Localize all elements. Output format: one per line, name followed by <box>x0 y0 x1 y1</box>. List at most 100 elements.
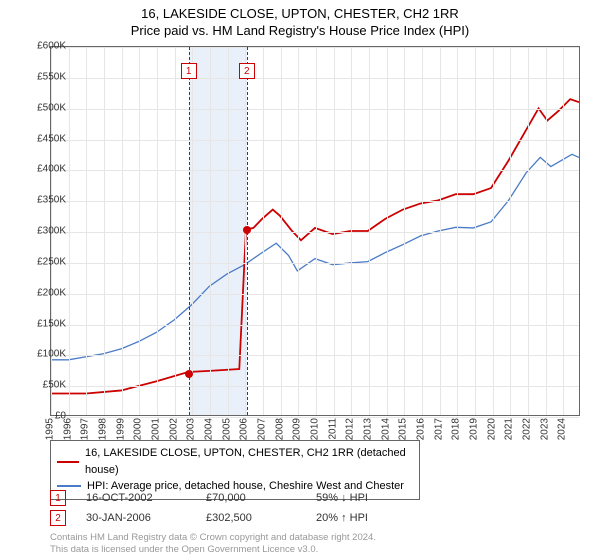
sale-date: 30-JAN-2006 <box>86 512 206 524</box>
title-address: 16, LAKESIDE CLOSE, UPTON, CHESTER, CH2 … <box>0 6 600 21</box>
y-axis-tick-label: £50K <box>43 380 66 391</box>
x-axis-tick-label: 2006 <box>239 418 250 440</box>
gridline-h <box>51 355 579 356</box>
gridline-v <box>422 47 423 415</box>
x-axis-tick-label: 2023 <box>539 418 550 440</box>
x-axis-tick-label: 2014 <box>380 418 391 440</box>
gridline-v <box>263 47 264 415</box>
gridline-v <box>86 47 87 415</box>
x-axis-tick-label: 2024 <box>557 418 568 440</box>
gridline-v <box>298 47 299 415</box>
gridline-v <box>316 47 317 415</box>
sale-vline <box>189 47 190 415</box>
legend-swatch <box>57 461 79 463</box>
gridline-v <box>281 47 282 415</box>
gridline-h <box>51 47 579 48</box>
x-axis-tick-label: 2013 <box>363 418 374 440</box>
footer-line: Contains HM Land Registry data © Crown c… <box>50 532 376 544</box>
gridline-v <box>563 47 564 415</box>
gridline-h <box>51 140 579 141</box>
gridline-v <box>510 47 511 415</box>
x-axis-tick-label: 1997 <box>80 418 91 440</box>
chart-container: 16, LAKESIDE CLOSE, UPTON, CHESTER, CH2 … <box>0 0 600 560</box>
gridline-v <box>210 47 211 415</box>
footer-attribution: Contains HM Land Registry data © Crown c… <box>50 532 376 557</box>
gridline-v <box>457 47 458 415</box>
gridline-h <box>51 263 579 264</box>
sale-dot-icon <box>185 370 193 378</box>
gridline-v <box>546 47 547 415</box>
x-axis-tick-label: 2017 <box>433 418 444 440</box>
x-axis-tick-label: 1996 <box>62 418 73 440</box>
x-axis-tick-label: 2005 <box>221 418 232 440</box>
sale-price: £70,000 <box>206 492 316 504</box>
sale-marker-icon: 2 <box>50 510 66 526</box>
y-axis-tick-label: £200K <box>37 287 66 298</box>
y-axis-tick-label: £300K <box>37 226 66 237</box>
x-axis-tick-label: 2020 <box>486 418 497 440</box>
sale-dot-icon <box>243 226 251 234</box>
gridline-v <box>528 47 529 415</box>
gridline-v <box>122 47 123 415</box>
gridline-v <box>404 47 405 415</box>
gridline-v <box>192 47 193 415</box>
x-axis-tick-label: 2022 <box>522 418 533 440</box>
y-axis-tick-label: £350K <box>37 195 66 206</box>
y-axis-tick-label: £150K <box>37 318 66 329</box>
gridline-h <box>51 109 579 110</box>
x-axis-tick-label: 1998 <box>98 418 109 440</box>
x-axis-tick-label: 2021 <box>504 418 515 440</box>
gridline-h <box>51 201 579 202</box>
y-axis-tick-label: £250K <box>37 256 66 267</box>
x-axis-tick-label: 2007 <box>257 418 268 440</box>
legend-label: 16, LAKESIDE CLOSE, UPTON, CHESTER, CH2 … <box>85 445 413 478</box>
gridline-v <box>440 47 441 415</box>
sale-hpi-delta: 59% ↓ HPI <box>316 492 416 504</box>
x-axis-tick-label: 2000 <box>133 418 144 440</box>
gridline-v <box>157 47 158 415</box>
x-axis-tick-label: 1999 <box>115 418 126 440</box>
gridline-v <box>351 47 352 415</box>
table-row: 1 16-OCT-2002 £70,000 59% ↓ HPI <box>50 488 416 508</box>
gridline-v <box>228 47 229 415</box>
sale-marker-icon: 1 <box>50 490 66 506</box>
table-row: 2 30-JAN-2006 £302,500 20% ↑ HPI <box>50 508 416 528</box>
footer-line: This data is licensed under the Open Gov… <box>50 544 376 556</box>
x-axis-tick-label: 2016 <box>416 418 427 440</box>
gridline-v <box>69 47 70 415</box>
x-axis-tick-label: 2018 <box>451 418 462 440</box>
y-axis-tick-label: £450K <box>37 133 66 144</box>
x-axis-tick-label: 2010 <box>310 418 321 440</box>
y-axis-tick-label: £600K <box>37 41 66 52</box>
y-axis-tick-label: £100K <box>37 349 66 360</box>
sale-number-box: 1 <box>181 63 197 79</box>
gridline-v <box>334 47 335 415</box>
x-axis-tick-label: 2012 <box>345 418 356 440</box>
x-axis-tick-label: 1995 <box>45 418 56 440</box>
sale-price: £302,500 <box>206 512 316 524</box>
y-axis-tick-label: £550K <box>37 71 66 82</box>
gridline-h <box>51 325 579 326</box>
gridline-h <box>51 232 579 233</box>
x-axis-tick-label: 2003 <box>186 418 197 440</box>
price-paid-line <box>51 99 579 393</box>
x-axis-tick-label: 2004 <box>204 418 215 440</box>
x-axis-tick-label: 2002 <box>168 418 179 440</box>
gridline-v <box>139 47 140 415</box>
x-axis-tick-label: 2011 <box>327 418 338 440</box>
gridline-v <box>387 47 388 415</box>
gridline-h <box>51 386 579 387</box>
gridline-v <box>493 47 494 415</box>
sale-number-box: 2 <box>239 63 255 79</box>
title-block: 16, LAKESIDE CLOSE, UPTON, CHESTER, CH2 … <box>0 0 600 38</box>
gridline-v <box>104 47 105 415</box>
title-subtitle: Price paid vs. HM Land Registry's House … <box>0 23 600 38</box>
gridline-h <box>51 170 579 171</box>
y-axis-tick-label: £500K <box>37 102 66 113</box>
x-axis-tick-label: 2009 <box>292 418 303 440</box>
gridline-v <box>369 47 370 415</box>
x-axis-tick-label: 2001 <box>151 418 162 440</box>
sale-date: 16-OCT-2002 <box>86 492 206 504</box>
line-chart: 12 <box>50 46 580 416</box>
sales-table: 1 16-OCT-2002 £70,000 59% ↓ HPI 2 30-JAN… <box>50 488 416 528</box>
